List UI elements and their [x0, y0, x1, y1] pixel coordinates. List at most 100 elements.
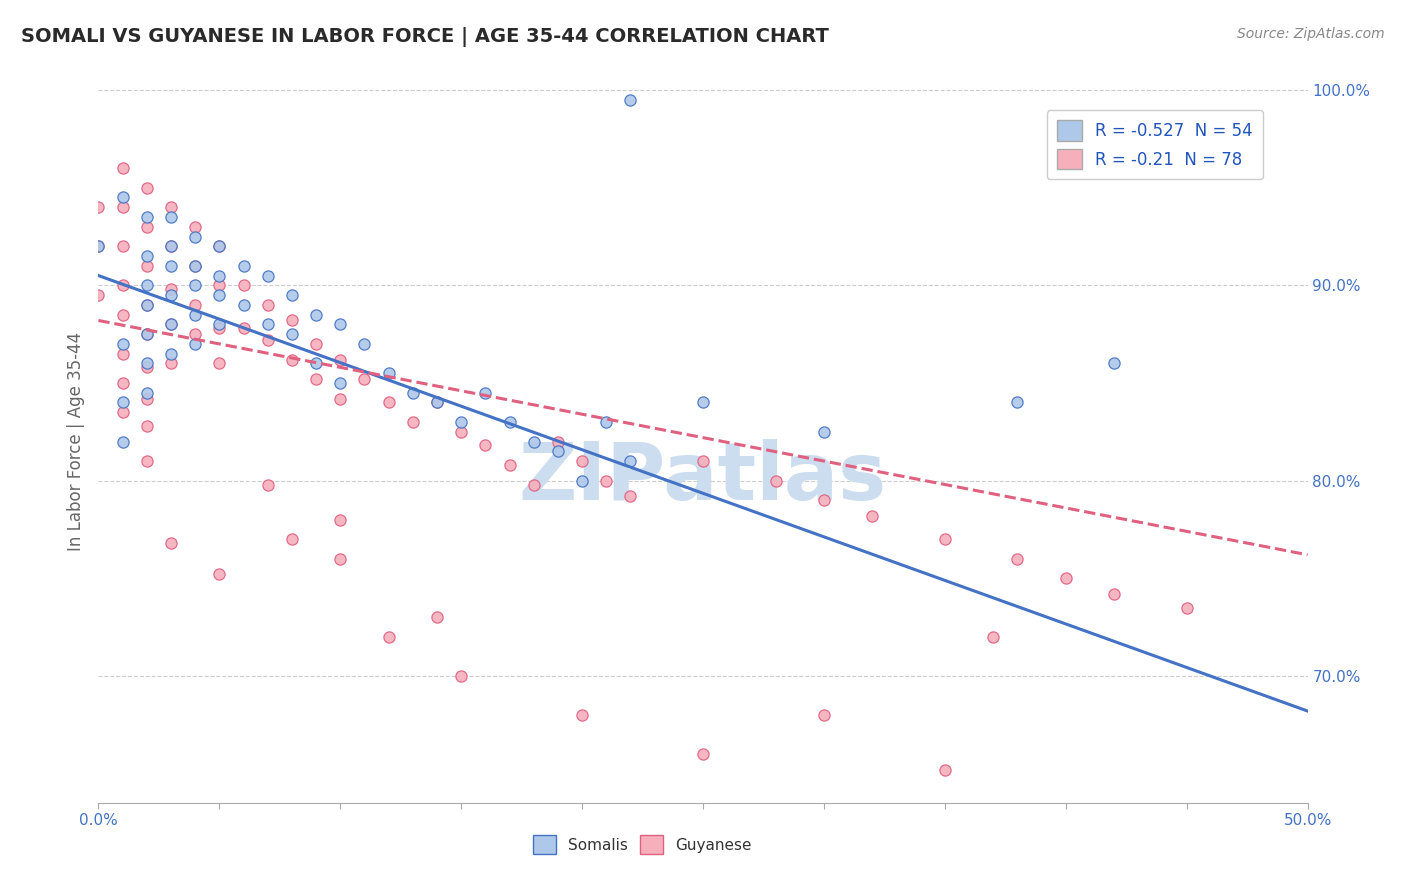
Point: [87, 239, 110, 253]
Point: [619, 489, 641, 503]
Point: [232, 259, 254, 273]
Point: [160, 239, 183, 253]
Point: [281, 352, 304, 367]
Point: [305, 337, 328, 351]
Point: [353, 337, 375, 351]
Point: [281, 313, 304, 327]
Point: [111, 376, 134, 390]
Point: [111, 161, 134, 176]
Point: [256, 477, 278, 491]
Point: [208, 239, 231, 253]
Point: [256, 268, 278, 283]
Point: [402, 385, 425, 400]
Point: [160, 210, 183, 224]
Point: [692, 454, 714, 468]
Point: [232, 321, 254, 335]
Point: [135, 360, 157, 375]
Point: [353, 372, 375, 386]
Point: [184, 327, 207, 342]
Point: [474, 438, 496, 452]
Point: [184, 298, 207, 312]
Point: [595, 474, 617, 488]
Point: [547, 434, 569, 449]
Point: [813, 493, 835, 508]
Point: [111, 434, 134, 449]
Point: [305, 308, 328, 322]
Point: [450, 669, 472, 683]
Point: [426, 395, 449, 409]
Point: [87, 239, 110, 253]
Point: [184, 219, 207, 234]
Point: [934, 763, 956, 777]
Point: [111, 337, 134, 351]
Point: [1102, 587, 1125, 601]
Point: [87, 288, 110, 302]
Point: [934, 532, 956, 546]
Point: [329, 392, 352, 406]
Point: [232, 278, 254, 293]
Point: [208, 268, 231, 283]
Point: [281, 288, 304, 302]
Point: [765, 474, 787, 488]
Point: [1175, 600, 1198, 615]
Point: [135, 180, 157, 194]
Point: [281, 327, 304, 342]
Point: [523, 477, 546, 491]
Point: [450, 415, 472, 429]
Point: [208, 321, 231, 335]
Point: [135, 327, 157, 342]
Point: [160, 259, 183, 273]
Point: [1054, 571, 1077, 585]
Point: [184, 259, 207, 273]
Point: [692, 747, 714, 761]
Point: [184, 337, 207, 351]
Point: [619, 93, 641, 107]
Point: [184, 308, 207, 322]
Point: [571, 474, 593, 488]
Point: [160, 356, 183, 370]
Point: [1102, 356, 1125, 370]
Point: [87, 200, 110, 214]
Point: [281, 532, 304, 546]
Point: [111, 239, 134, 253]
Point: [208, 239, 231, 253]
Point: [571, 707, 593, 722]
Point: [813, 425, 835, 439]
Point: [402, 415, 425, 429]
Text: SOMALI VS GUYANESE IN LABOR FORCE | AGE 35-44 CORRELATION CHART: SOMALI VS GUYANESE IN LABOR FORCE | AGE …: [21, 27, 830, 46]
Point: [111, 200, 134, 214]
Point: [111, 346, 134, 360]
Point: [208, 318, 231, 332]
Point: [813, 707, 835, 722]
Point: [523, 434, 546, 449]
Y-axis label: In Labor Force | Age 35-44: In Labor Force | Age 35-44: [66, 332, 84, 551]
Point: [135, 249, 157, 263]
Legend: Somalis, Guyanese: Somalis, Guyanese: [527, 830, 758, 860]
Point: [135, 278, 157, 293]
Point: [426, 395, 449, 409]
Point: [160, 318, 183, 332]
Point: [184, 259, 207, 273]
Point: [450, 425, 472, 439]
Point: [135, 219, 157, 234]
Point: [160, 288, 183, 302]
Point: [135, 298, 157, 312]
Point: [160, 318, 183, 332]
Point: [329, 352, 352, 367]
Point: [498, 458, 520, 472]
Point: [184, 278, 207, 293]
Point: [377, 366, 399, 380]
Point: [329, 318, 352, 332]
Point: [111, 395, 134, 409]
Point: [135, 385, 157, 400]
Point: [111, 190, 134, 204]
Point: [619, 454, 641, 468]
Text: Source: ZipAtlas.com: Source: ZipAtlas.com: [1237, 27, 1385, 41]
Point: [160, 200, 183, 214]
Point: [135, 454, 157, 468]
Point: [111, 278, 134, 293]
Point: [256, 333, 278, 347]
Point: [377, 630, 399, 644]
Point: [135, 210, 157, 224]
Point: [208, 278, 231, 293]
